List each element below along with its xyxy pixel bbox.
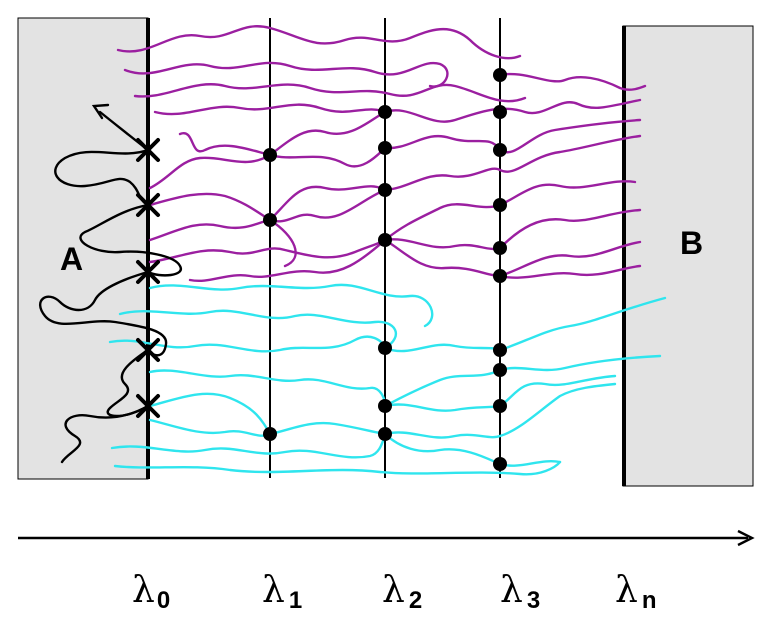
purple-path xyxy=(268,110,387,157)
cyan-path xyxy=(383,403,502,412)
cyan-path xyxy=(383,432,502,466)
lambda-2-crossing-point xyxy=(378,399,392,413)
lambda-1-crossing-point xyxy=(263,427,277,441)
lambda-2-crossing-point xyxy=(378,105,392,119)
purple-path xyxy=(383,238,502,278)
region-a-label: A xyxy=(60,241,83,277)
cyan-path xyxy=(148,418,272,437)
cross-marker xyxy=(136,338,160,362)
lambda-0-crossing-markers xyxy=(136,138,160,418)
purple-path xyxy=(383,118,642,154)
order-parameter-axis xyxy=(18,529,755,547)
cyan-trajectories xyxy=(108,283,667,476)
purple-path xyxy=(383,134,642,192)
purple-path xyxy=(498,208,642,250)
lambda-1-crossing-point xyxy=(263,213,277,227)
purple-path xyxy=(498,264,642,279)
cyan-path xyxy=(110,432,387,459)
cyan-path xyxy=(498,460,562,467)
cyan-path xyxy=(118,309,398,350)
cyan-path xyxy=(383,368,502,408)
region-b-box xyxy=(622,25,754,487)
lambda-2-crossing-point xyxy=(378,141,392,155)
purple-path xyxy=(268,185,387,222)
purple-path xyxy=(498,72,647,91)
lambda-3-crossing-point xyxy=(493,343,507,357)
purple-path xyxy=(188,238,387,282)
interface-crossing-points xyxy=(263,68,507,471)
lambda-3-crossing-point xyxy=(493,241,507,255)
region-b-label: B xyxy=(680,225,703,261)
cyan-path xyxy=(498,354,662,372)
lambda-3-crossing-point xyxy=(493,269,507,283)
purple-path xyxy=(148,238,387,264)
purple-path xyxy=(383,203,502,242)
lambda-3-crossing-point xyxy=(493,198,507,212)
lambda-2-crossing-point xyxy=(378,233,392,247)
lambda-2-crossing-point xyxy=(378,427,392,441)
lambda-3-crossing-point xyxy=(493,399,507,413)
cyan-path xyxy=(498,374,617,408)
purple-path xyxy=(383,238,502,251)
purple-path xyxy=(148,153,272,190)
cyan-path xyxy=(383,431,502,439)
lambda-2-crossing-point xyxy=(378,341,392,355)
purple-path xyxy=(148,192,272,222)
lambda-0-label: λ0 xyxy=(132,570,170,614)
black-path xyxy=(54,148,150,207)
purple-path xyxy=(383,98,642,123)
lambda-3-crossing-point xyxy=(493,363,507,377)
cross-marker xyxy=(136,138,160,162)
lambda-3-crossing-point xyxy=(493,68,507,82)
cyan-path xyxy=(268,421,387,436)
lambda-3-crossing-point xyxy=(493,457,507,471)
purple-path xyxy=(498,180,637,207)
black-path xyxy=(60,404,150,464)
cyan-path xyxy=(113,460,562,476)
cross-marker xyxy=(136,394,160,418)
lambda-3-crossing-point xyxy=(493,143,507,157)
purple-path xyxy=(498,240,642,278)
cyan-path xyxy=(498,296,667,352)
purple-path xyxy=(153,103,387,116)
lambda-1-crossing-point xyxy=(263,148,277,162)
cyan-path xyxy=(498,382,617,438)
cyan-path xyxy=(383,343,502,353)
purple-path xyxy=(133,83,527,103)
cross-marker xyxy=(136,260,160,284)
purple-path xyxy=(268,188,387,223)
axis-arrowhead xyxy=(737,529,755,547)
region-a-box xyxy=(17,17,149,480)
purple-path xyxy=(116,25,522,60)
cyan-path xyxy=(148,392,272,436)
arrowhead xyxy=(91,103,110,120)
purple-path xyxy=(148,218,272,242)
purple-path xyxy=(123,61,449,88)
black-path xyxy=(79,203,183,277)
black-path xyxy=(38,270,168,357)
cross-marker xyxy=(136,193,160,217)
purple-path xyxy=(268,146,387,168)
purple-trajectories xyxy=(116,25,647,282)
cyan-path xyxy=(148,283,434,328)
lambda-2-crossing-point xyxy=(378,183,392,197)
cyan-path xyxy=(148,369,387,408)
purple-path xyxy=(268,218,297,268)
lambda-3-crossing-point xyxy=(493,105,507,119)
purple-path xyxy=(178,132,272,157)
